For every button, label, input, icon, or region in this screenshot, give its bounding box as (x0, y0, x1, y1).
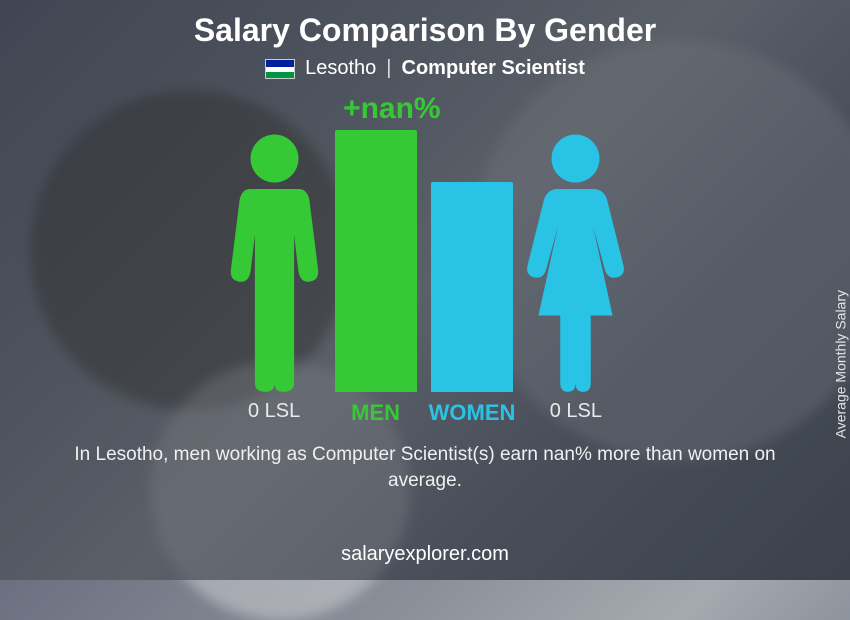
men-bar (335, 130, 417, 392)
page-title: Salary Comparison By Gender (194, 12, 656, 49)
subtitle-row: Lesotho | Computer Scientist (265, 57, 585, 80)
women-bar-col: WOMEN (429, 98, 516, 428)
women-bar-label: WOMEN (429, 400, 516, 428)
gender-chart: +nan% 0 LSL MEN WOMEN 0 LSL (145, 98, 705, 428)
job-label: Computer Scientist (402, 57, 585, 80)
location-label: Lesotho (305, 57, 376, 80)
men-bar-label: MEN (351, 400, 400, 428)
flag-icon (265, 59, 295, 79)
women-bar (431, 182, 513, 392)
footer-source: salaryexplorer.com (0, 543, 850, 566)
male-icon-col: 0 LSL (220, 98, 329, 428)
women-value: 0 LSL (550, 400, 602, 428)
pct-difference-label: +nan% (343, 92, 441, 126)
y-axis-label: Average Monthly Salary (832, 290, 848, 438)
male-icon (220, 130, 329, 392)
female-icon (521, 130, 630, 392)
men-value: 0 LSL (248, 400, 300, 428)
men-bar-col: MEN (335, 98, 417, 428)
caption-text: In Lesotho, men working as Computer Scie… (55, 442, 795, 493)
separator: | (386, 57, 391, 80)
female-icon-col: 0 LSL (521, 98, 630, 428)
